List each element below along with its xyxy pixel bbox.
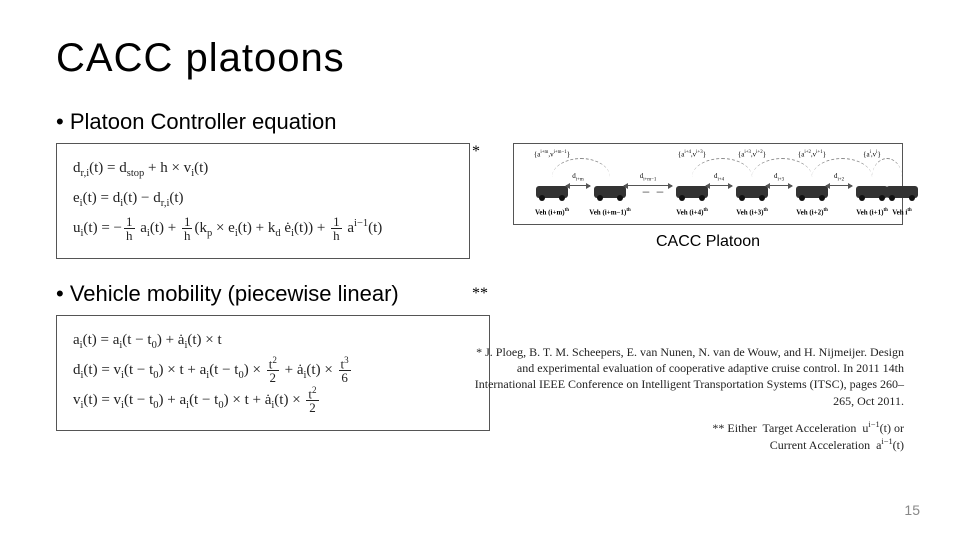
equation: ei(t) = di(t) − dr,i(t) bbox=[73, 184, 453, 214]
platoon-stage: Veh (i+m)th {ai+m,vi+m−1} di+m Veh (i+m−1)t… bbox=[522, 150, 894, 216]
controller-equations-box: dr,i(t) = dstop + h × vi(t)ei(t) = di(t)… bbox=[56, 143, 470, 259]
equation: ui(t) = −1h ai(t) + 1h(kp × ei(t) + kd ė… bbox=[73, 214, 453, 244]
equation: di(t) = vi(t − t0) × t + ai(t − t0) × t2… bbox=[73, 356, 473, 386]
comm-arc bbox=[872, 158, 902, 177]
page-number: 15 bbox=[904, 502, 920, 518]
car-icon bbox=[594, 186, 626, 198]
car-icon bbox=[736, 186, 768, 198]
vehicle-top-label: {ai+2,vi+1} bbox=[798, 150, 826, 158]
bullet-controller: • Platoon Controller equation bbox=[56, 109, 904, 135]
vehicle-label: Veh (i+4)th bbox=[676, 208, 708, 216]
gap-arrow bbox=[826, 185, 852, 186]
slide: CACC platoons • Platoon Controller equat… bbox=[0, 0, 960, 540]
vehicle-label: Veh ith bbox=[892, 208, 911, 216]
vehicle-top-label: {ai+m,vi+m−1} bbox=[534, 150, 570, 158]
platoon-caption: CACC Platoon bbox=[656, 233, 760, 251]
vehicle-top-label: {ai+3,vi+2} bbox=[738, 150, 766, 158]
vehicle: Veh ith bbox=[882, 186, 922, 202]
gap-arrow bbox=[566, 185, 590, 186]
vehicle-top-label: {ai,vi} bbox=[863, 150, 881, 158]
controller-row: dr,i(t) = dstop + h × vi(t)ei(t) = di(t)… bbox=[56, 143, 904, 259]
vehicle-label: Veh (i+m−1)th bbox=[589, 208, 630, 216]
vehicle-label: Veh (i+m)th bbox=[535, 208, 569, 216]
vehicle-label: Veh (i+1)th bbox=[856, 208, 888, 216]
car-icon bbox=[886, 186, 918, 198]
gap-arrow bbox=[706, 185, 732, 186]
slide-title: CACC platoons bbox=[56, 36, 904, 81]
gap-label: di+m−1 bbox=[640, 172, 657, 182]
footnote: * J. Ploeg, B. T. M. Scheepers, E. van N… bbox=[474, 344, 904, 409]
footnote-marker-2: ** bbox=[472, 285, 488, 303]
mobility-equations-box: ai(t) = ai(t − t0) + ȧi(t) × tdi(t) = vi… bbox=[56, 315, 490, 431]
vehicle-label: Veh (i+3)th bbox=[736, 208, 768, 216]
platoon-figure: Veh (i+m)th {ai+m,vi+m−1} di+m Veh (i+m−1)t… bbox=[513, 143, 903, 225]
platoon-column: Veh (i+m)th {ai+m,vi+m−1} di+m Veh (i+m−1)t… bbox=[512, 143, 904, 251]
gap-label: di+4 bbox=[714, 172, 724, 182]
footnotes: * J. Ploeg, B. T. M. Scheepers, E. van N… bbox=[474, 344, 904, 463]
gap-label: di+2 bbox=[834, 172, 844, 182]
vehicle-top-label: {ai+4,vi+3} bbox=[678, 150, 706, 158]
ellipsis: – – bbox=[643, 184, 666, 198]
car-icon bbox=[796, 186, 828, 198]
car-icon bbox=[536, 186, 568, 198]
vehicle-label: Veh (i+2)th bbox=[796, 208, 828, 216]
equation: ai(t) = ai(t − t0) + ȧi(t) × t bbox=[73, 326, 473, 356]
equation: dr,i(t) = dstop + h × vi(t) bbox=[73, 154, 453, 184]
footnote-marker-1: * bbox=[472, 143, 488, 161]
gap-arrow bbox=[766, 185, 792, 186]
footnote: ** Either Target Acceleration ui−1(t) or… bbox=[474, 419, 904, 453]
car-icon bbox=[676, 186, 708, 198]
equation: vi(t) = vi(t − t0) + ai(t − t0) × t + ȧi… bbox=[73, 386, 473, 416]
gap-label: di+3 bbox=[774, 172, 784, 182]
gap-label: di+m bbox=[572, 172, 583, 182]
